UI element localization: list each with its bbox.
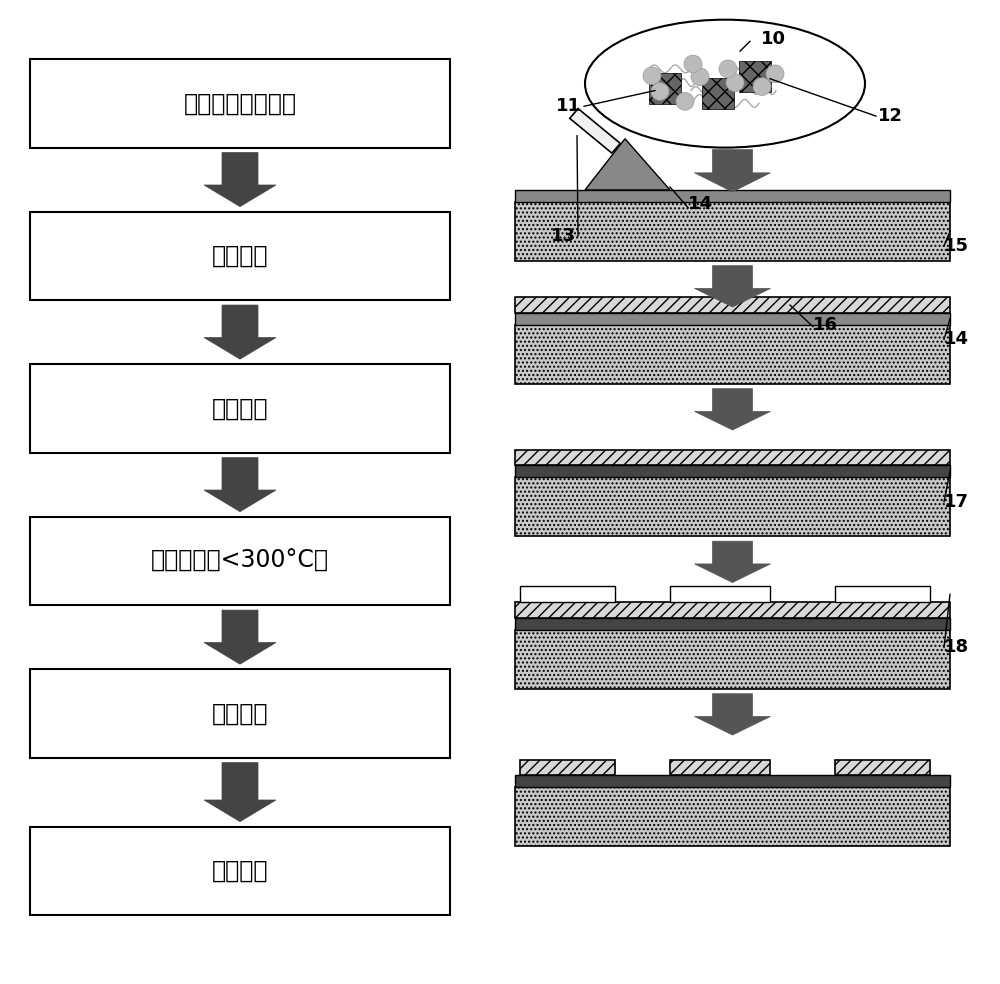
- Text: 线路刻蚀: 线路刻蚀: [212, 859, 268, 883]
- Polygon shape: [204, 305, 276, 359]
- Bar: [30, 212, 450, 300]
- Text: 11: 11: [556, 97, 580, 115]
- Bar: [30, 59, 450, 148]
- Bar: [515, 602, 950, 618]
- Bar: [515, 618, 950, 630]
- Bar: [835, 586, 930, 602]
- Text: 制备纳米活性焊膏: 制备纳米活性焊膏: [184, 92, 296, 115]
- Polygon shape: [204, 153, 276, 207]
- Text: 17: 17: [944, 493, 968, 511]
- Text: 14: 14: [944, 331, 968, 348]
- Bar: [515, 190, 950, 202]
- Bar: [835, 760, 930, 775]
- Bar: [649, 73, 681, 104]
- Circle shape: [726, 74, 744, 92]
- Polygon shape: [570, 108, 620, 154]
- Circle shape: [676, 92, 694, 110]
- Circle shape: [753, 78, 771, 95]
- Bar: [520, 760, 615, 775]
- Bar: [515, 630, 950, 689]
- Polygon shape: [204, 458, 276, 512]
- Bar: [739, 61, 771, 92]
- Bar: [515, 297, 950, 313]
- Bar: [515, 325, 950, 384]
- Circle shape: [691, 68, 709, 86]
- Bar: [515, 202, 950, 261]
- Bar: [520, 586, 615, 602]
- Polygon shape: [694, 541, 771, 583]
- Text: 低温烧结（<300°C）: 低温烧结（<300°C）: [151, 549, 329, 573]
- Circle shape: [766, 65, 784, 83]
- Bar: [702, 78, 734, 109]
- Bar: [670, 586, 770, 602]
- Polygon shape: [694, 266, 771, 307]
- Text: 10: 10: [761, 31, 786, 48]
- Bar: [515, 775, 950, 787]
- Text: 16: 16: [812, 316, 838, 334]
- Text: 14: 14: [688, 195, 712, 213]
- Bar: [515, 450, 950, 465]
- Text: 13: 13: [550, 227, 576, 245]
- Ellipse shape: [585, 20, 865, 148]
- Bar: [30, 669, 450, 758]
- Bar: [670, 760, 770, 775]
- Polygon shape: [694, 389, 771, 430]
- Text: 覆盖铜箔: 覆盖铜箔: [212, 397, 268, 420]
- Polygon shape: [694, 150, 771, 192]
- Text: 12: 12: [878, 107, 902, 125]
- Polygon shape: [204, 763, 276, 822]
- Circle shape: [719, 60, 737, 78]
- Bar: [515, 313, 950, 325]
- Bar: [30, 517, 450, 605]
- Text: 丝网印刷: 丝网印刷: [212, 244, 268, 268]
- Text: 18: 18: [943, 639, 969, 656]
- Text: 15: 15: [944, 237, 968, 255]
- Circle shape: [651, 83, 669, 100]
- Bar: [515, 787, 950, 846]
- Circle shape: [643, 67, 661, 85]
- Bar: [30, 827, 450, 915]
- Bar: [515, 465, 950, 477]
- Polygon shape: [204, 610, 276, 664]
- Polygon shape: [694, 694, 771, 735]
- Bar: [30, 364, 450, 453]
- Circle shape: [684, 55, 702, 73]
- Text: 光刻显影: 光刻显影: [212, 702, 268, 725]
- Bar: [515, 477, 950, 536]
- Polygon shape: [585, 139, 670, 190]
